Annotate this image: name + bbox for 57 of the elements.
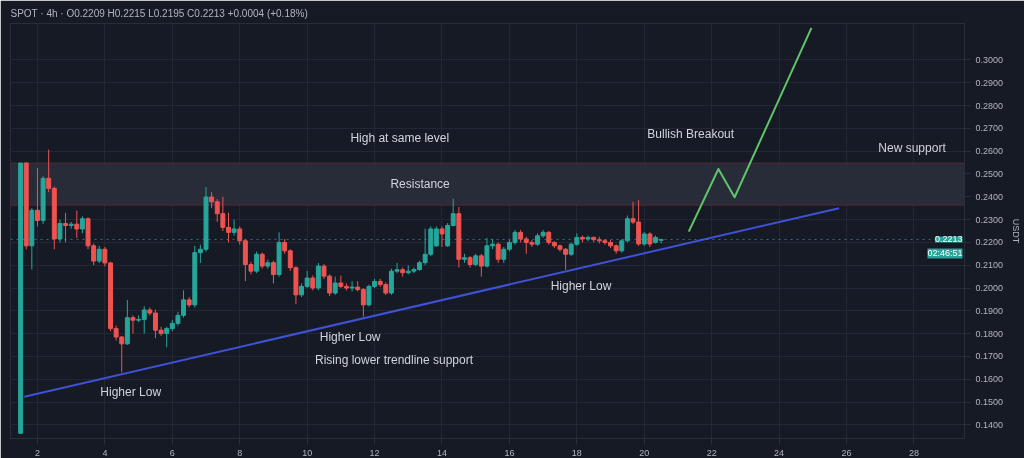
y-tick-label: 0.3000	[975, 54, 1004, 65]
x-tick-label: 4	[102, 447, 108, 458]
annotation: New support	[878, 141, 947, 155]
candlestick	[231, 219, 237, 237]
annotation: 02:46:51	[927, 248, 963, 259]
annotation: Higher Low	[100, 385, 162, 400]
annotation: Higher Low	[550, 278, 612, 293]
annotation: High at same level	[350, 130, 450, 145]
y-axis-title: USDT	[1011, 218, 1022, 244]
annotation: Higher Low	[319, 329, 381, 344]
annotation: Bullish Breakout	[647, 127, 735, 142]
candlestick	[439, 225, 445, 248]
candlestick	[478, 253, 484, 278]
chart-title: SPOT · 4h · O0.2209 H0.2215 L0.2195 C0.2213 +0.0004 (+0.18%)	[10, 7, 308, 19]
y-tick-label: 0.2900	[975, 77, 1004, 88]
y-tick-label: 0.1400	[975, 419, 1004, 430]
candlestick	[130, 314, 136, 335]
y-tick-label: 0.1700	[975, 351, 1004, 362]
x-tick-label: 24	[774, 447, 785, 458]
candlestick	[349, 280, 355, 292]
candlestick	[35, 167, 40, 227]
y-tick-label: 0.2700	[975, 123, 1004, 134]
y-tick-label: 0.2300	[975, 214, 1004, 225]
x-tick-label: 20	[639, 447, 650, 458]
band-label: Resistance	[390, 177, 451, 192]
y-tick-label: 0.1800	[975, 328, 1004, 339]
ref-line-label: 0.2213	[934, 234, 963, 245]
x-tick-label: 22	[706, 447, 717, 458]
x-tick-label: 12	[369, 447, 380, 458]
y-tick-label: 0.2100	[975, 260, 1004, 271]
candlestick	[74, 209, 80, 239]
candlestick	[495, 241, 501, 264]
x-tick-label: 10	[302, 447, 313, 458]
x-tick-label: 2	[34, 447, 40, 458]
x-tick-label: 8	[237, 447, 243, 458]
x-tick-label: 6	[169, 447, 175, 458]
y-tick-label: 0.2500	[975, 168, 1004, 179]
y-tick-label: 0.2400	[975, 191, 1004, 202]
y-tick-label: 0.2000	[975, 283, 1004, 294]
x-tick-label: 18	[571, 447, 582, 458]
y-tick-label: 0.1900	[975, 305, 1004, 316]
y-tick-label: 0.2600	[975, 146, 1004, 157]
y-tick-label: 0.2200	[975, 237, 1004, 248]
candlestick	[315, 262, 321, 291]
y-tick-label: 0.1500	[975, 397, 1004, 408]
x-tick-label: 28	[908, 447, 919, 458]
candlestick	[270, 260, 276, 284]
candlestick	[63, 212, 69, 243]
line-series	[687, 26, 813, 233]
candlestick	[254, 251, 260, 274]
y-tick-label: 0.2800	[975, 100, 1004, 111]
candlestick	[332, 276, 338, 296]
x-tick-label: 16	[504, 447, 515, 458]
annotation: Rising lower trendline support	[314, 352, 474, 367]
x-tick-label: 14	[436, 447, 447, 458]
y-tick-label: 0.1600	[975, 374, 1004, 385]
x-tick-label: 26	[841, 447, 852, 458]
